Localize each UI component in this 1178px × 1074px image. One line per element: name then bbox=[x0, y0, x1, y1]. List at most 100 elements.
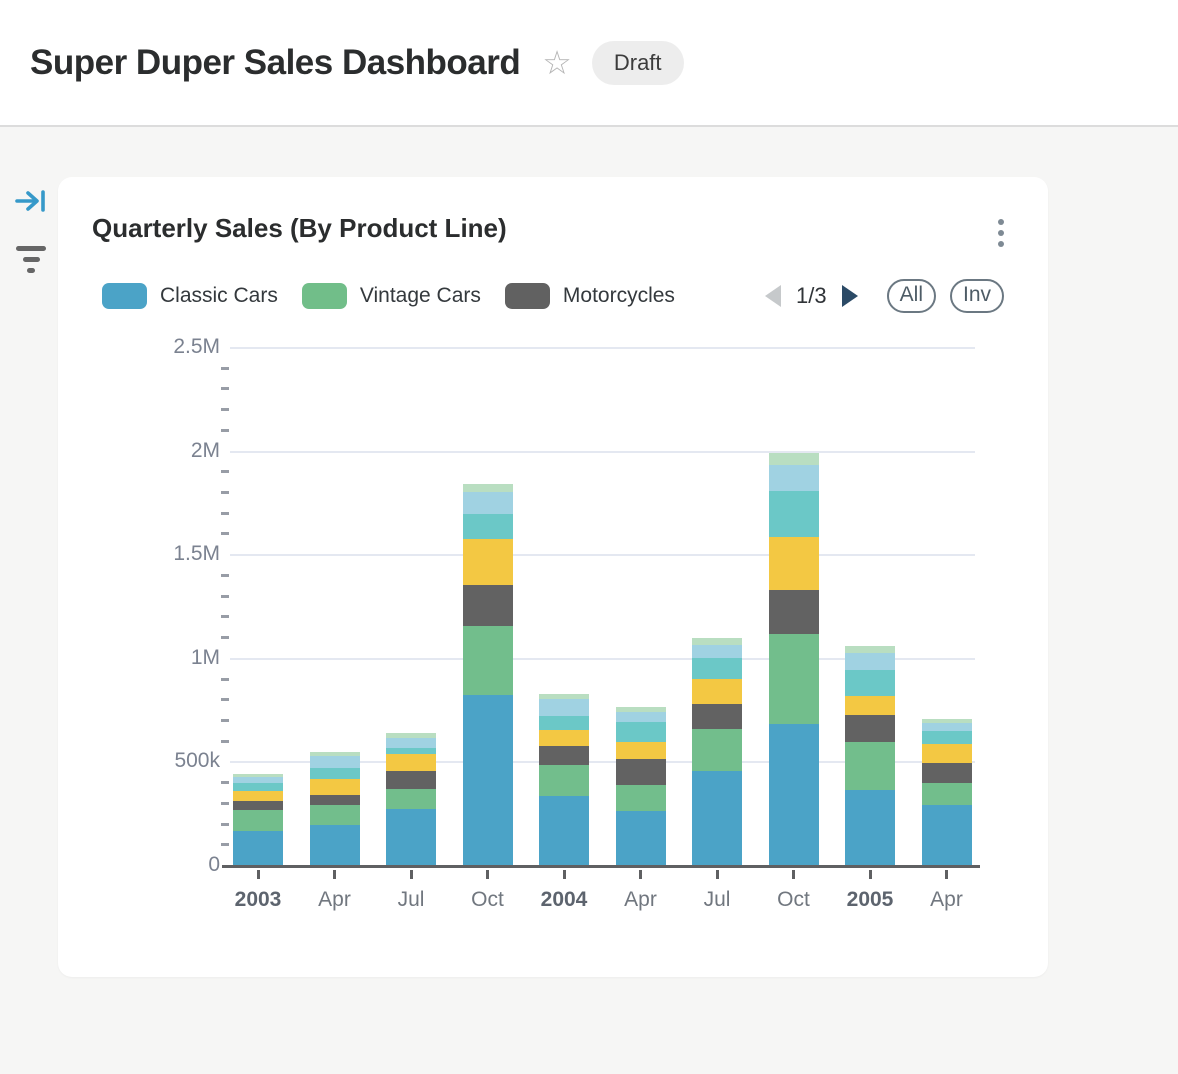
bar-segment[interactable] bbox=[845, 670, 895, 697]
bar-segment[interactable] bbox=[921, 743, 972, 763]
bar-segment[interactable] bbox=[539, 745, 589, 765]
bar-segment[interactable] bbox=[845, 646, 895, 654]
bar-segment[interactable] bbox=[233, 791, 283, 802]
bar-segment[interactable] bbox=[692, 679, 742, 705]
bar-segment[interactable] bbox=[539, 694, 589, 700]
bar-segment[interactable] bbox=[768, 589, 819, 634]
x-axis-tick bbox=[256, 870, 260, 879]
bar-segment[interactable] bbox=[845, 741, 895, 790]
bar-segment[interactable] bbox=[768, 464, 819, 491]
stacked-bar[interactable] bbox=[615, 706, 666, 866]
bar-segment[interactable] bbox=[233, 831, 283, 866]
collapse-panel-icon[interactable] bbox=[14, 187, 48, 218]
bar-segment[interactable] bbox=[386, 809, 436, 866]
bar-segment[interactable] bbox=[462, 695, 513, 866]
kebab-menu-icon[interactable] bbox=[994, 213, 1008, 253]
bar-segment[interactable] bbox=[539, 796, 589, 866]
legend-invert-button[interactable]: Inv bbox=[949, 279, 1004, 313]
stacked-bar[interactable] bbox=[845, 646, 895, 866]
bar-segment[interactable] bbox=[386, 737, 436, 748]
bar-segment[interactable] bbox=[615, 784, 666, 812]
bar-segment[interactable] bbox=[309, 755, 360, 769]
bar-segment[interactable] bbox=[233, 776, 283, 783]
filter-icon[interactable] bbox=[16, 246, 46, 273]
bar-segment[interactable] bbox=[615, 721, 666, 742]
y-axis-minor-tick bbox=[221, 594, 229, 598]
bar-segment[interactable] bbox=[921, 730, 972, 744]
bar-segment[interactable] bbox=[768, 490, 819, 538]
favorite-star-icon[interactable]: ☆ bbox=[542, 44, 572, 81]
bar-segment[interactable] bbox=[309, 751, 360, 756]
bar-segment[interactable] bbox=[615, 711, 666, 722]
bar-segment[interactable] bbox=[386, 770, 436, 789]
x-axis-tick bbox=[562, 870, 566, 879]
bar-segment[interactable] bbox=[309, 779, 360, 796]
bar-segment[interactable] bbox=[233, 810, 283, 832]
bar-segment[interactable] bbox=[462, 584, 513, 627]
legend-item[interactable]: Vintage Cars bbox=[301, 283, 481, 309]
legend-prev-icon[interactable] bbox=[765, 285, 782, 307]
bar-segment[interactable] bbox=[309, 795, 360, 806]
bar-segment[interactable] bbox=[692, 729, 742, 771]
bar-segment[interactable] bbox=[768, 633, 819, 724]
legend-item[interactable]: Classic Cars bbox=[102, 283, 278, 309]
bar-segment[interactable] bbox=[845, 653, 895, 671]
bar-segment[interactable] bbox=[921, 782, 972, 806]
bar-segment[interactable] bbox=[233, 774, 283, 777]
stacked-bar[interactable] bbox=[921, 719, 972, 866]
bar-segment[interactable] bbox=[692, 644, 742, 659]
legend-swatch bbox=[504, 283, 550, 309]
bar-segment[interactable] bbox=[845, 789, 895, 866]
bar-segment[interactable] bbox=[386, 747, 436, 754]
stacked-bar[interactable] bbox=[386, 732, 436, 866]
bar-segment[interactable] bbox=[309, 768, 360, 780]
legend-next-icon[interactable] bbox=[841, 285, 858, 307]
bar-segment[interactable] bbox=[539, 699, 589, 717]
bar-segment[interactable] bbox=[233, 801, 283, 811]
bar-segment[interactable] bbox=[768, 723, 819, 866]
bar-segment[interactable] bbox=[462, 539, 513, 585]
bar-segment[interactable] bbox=[386, 753, 436, 771]
bar-segment[interactable] bbox=[539, 716, 589, 730]
bar-segment[interactable] bbox=[921, 719, 972, 724]
y-axis-minor-tick bbox=[221, 366, 229, 370]
stacked-bar[interactable] bbox=[309, 751, 360, 866]
bar-segment[interactable] bbox=[233, 782, 283, 792]
bar-segment[interactable] bbox=[692, 637, 742, 645]
y-axis-minor-tick bbox=[221, 511, 229, 515]
bar-segment[interactable] bbox=[692, 770, 742, 866]
bar-segment[interactable] bbox=[768, 452, 819, 465]
bar-segment[interactable] bbox=[921, 762, 972, 783]
x-axis-tick-label: Oct bbox=[777, 888, 810, 911]
bar-segment[interactable] bbox=[921, 805, 972, 866]
bar-segment[interactable] bbox=[386, 732, 436, 738]
bar-segment[interactable] bbox=[692, 704, 742, 730]
stacked-bar[interactable] bbox=[539, 694, 589, 866]
page-header: Super Duper Sales Dashboard ☆ Draft bbox=[0, 0, 1178, 127]
bar-segment[interactable] bbox=[462, 514, 513, 540]
bar-segment[interactable] bbox=[921, 723, 972, 731]
bar-segment[interactable] bbox=[615, 811, 666, 866]
bar-segment[interactable] bbox=[615, 706, 666, 712]
stacked-bar[interactable] bbox=[768, 452, 819, 866]
bar-segment[interactable] bbox=[539, 729, 589, 746]
bar-segment[interactable] bbox=[539, 764, 589, 797]
bar-segment[interactable] bbox=[309, 825, 360, 866]
bar-segment[interactable] bbox=[462, 492, 513, 515]
bar-segment[interactable] bbox=[462, 626, 513, 696]
bar-segment[interactable] bbox=[386, 788, 436, 810]
bar-segment[interactable] bbox=[845, 715, 895, 742]
stacked-bar[interactable] bbox=[462, 483, 513, 866]
legend-item-label: Vintage Cars bbox=[359, 284, 481, 307]
stacked-bar[interactable] bbox=[692, 637, 742, 866]
bar-segment[interactable] bbox=[845, 696, 895, 716]
bar-segment[interactable] bbox=[462, 483, 513, 493]
bar-segment[interactable] bbox=[768, 537, 819, 590]
bar-segment[interactable] bbox=[692, 658, 742, 680]
bar-segment[interactable] bbox=[309, 805, 360, 826]
bar-segment[interactable] bbox=[615, 758, 666, 785]
legend-item[interactable]: Motorcycles bbox=[504, 283, 675, 309]
stacked-bar[interactable] bbox=[233, 774, 283, 866]
bar-segment[interactable] bbox=[615, 741, 666, 759]
legend-all-button[interactable]: All bbox=[886, 279, 936, 313]
